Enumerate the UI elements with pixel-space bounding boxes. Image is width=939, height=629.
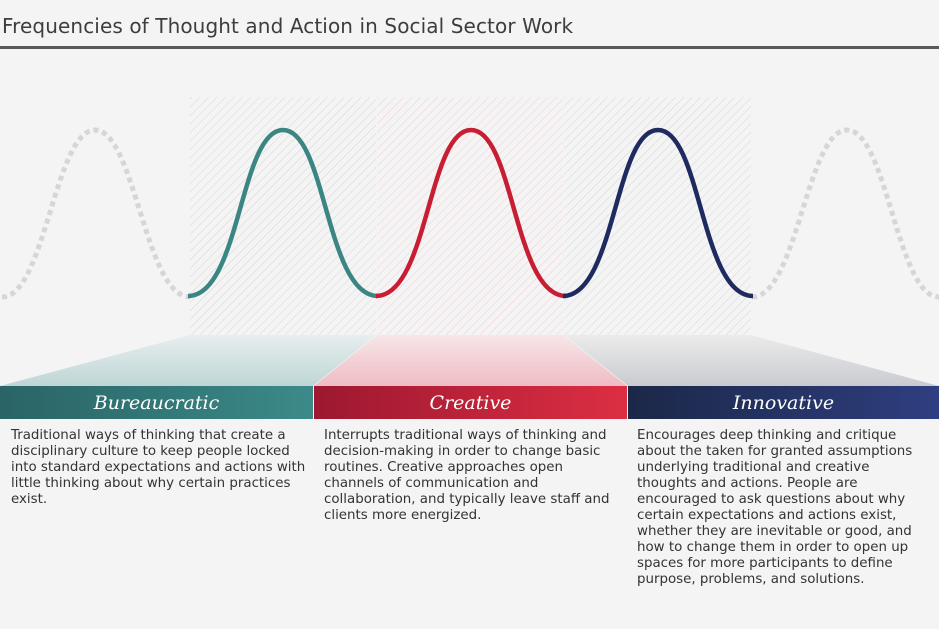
description-innovative: Encourages deep thinking and critique ab… xyxy=(637,428,913,587)
frequency-diagram xyxy=(0,97,939,386)
panel-innovative xyxy=(564,97,751,335)
wave-creative xyxy=(375,127,567,299)
panel-creative xyxy=(377,97,563,335)
label-innovative: Innovative xyxy=(628,386,939,419)
funnel-bureaucratic xyxy=(0,335,376,386)
page-title: Frequencies of Thought and Action in Soc… xyxy=(2,14,574,38)
ghost-wave-left xyxy=(1,127,191,300)
wave-innovative xyxy=(562,127,754,299)
label-bureaucratic: Bureaucratic xyxy=(0,386,313,419)
description-creative: Interrupts traditional ways of thinking … xyxy=(324,428,610,523)
label-creative: Creative xyxy=(314,386,627,419)
title-divider xyxy=(0,46,939,49)
description-bureaucratic: Traditional ways of thinking that create… xyxy=(11,428,306,507)
wave-bureaucratic xyxy=(187,127,379,299)
panel-bureaucratic xyxy=(190,97,376,335)
funnel-creative xyxy=(314,335,627,386)
funnel-innovative xyxy=(564,335,939,386)
ghost-wave-right xyxy=(751,127,939,300)
